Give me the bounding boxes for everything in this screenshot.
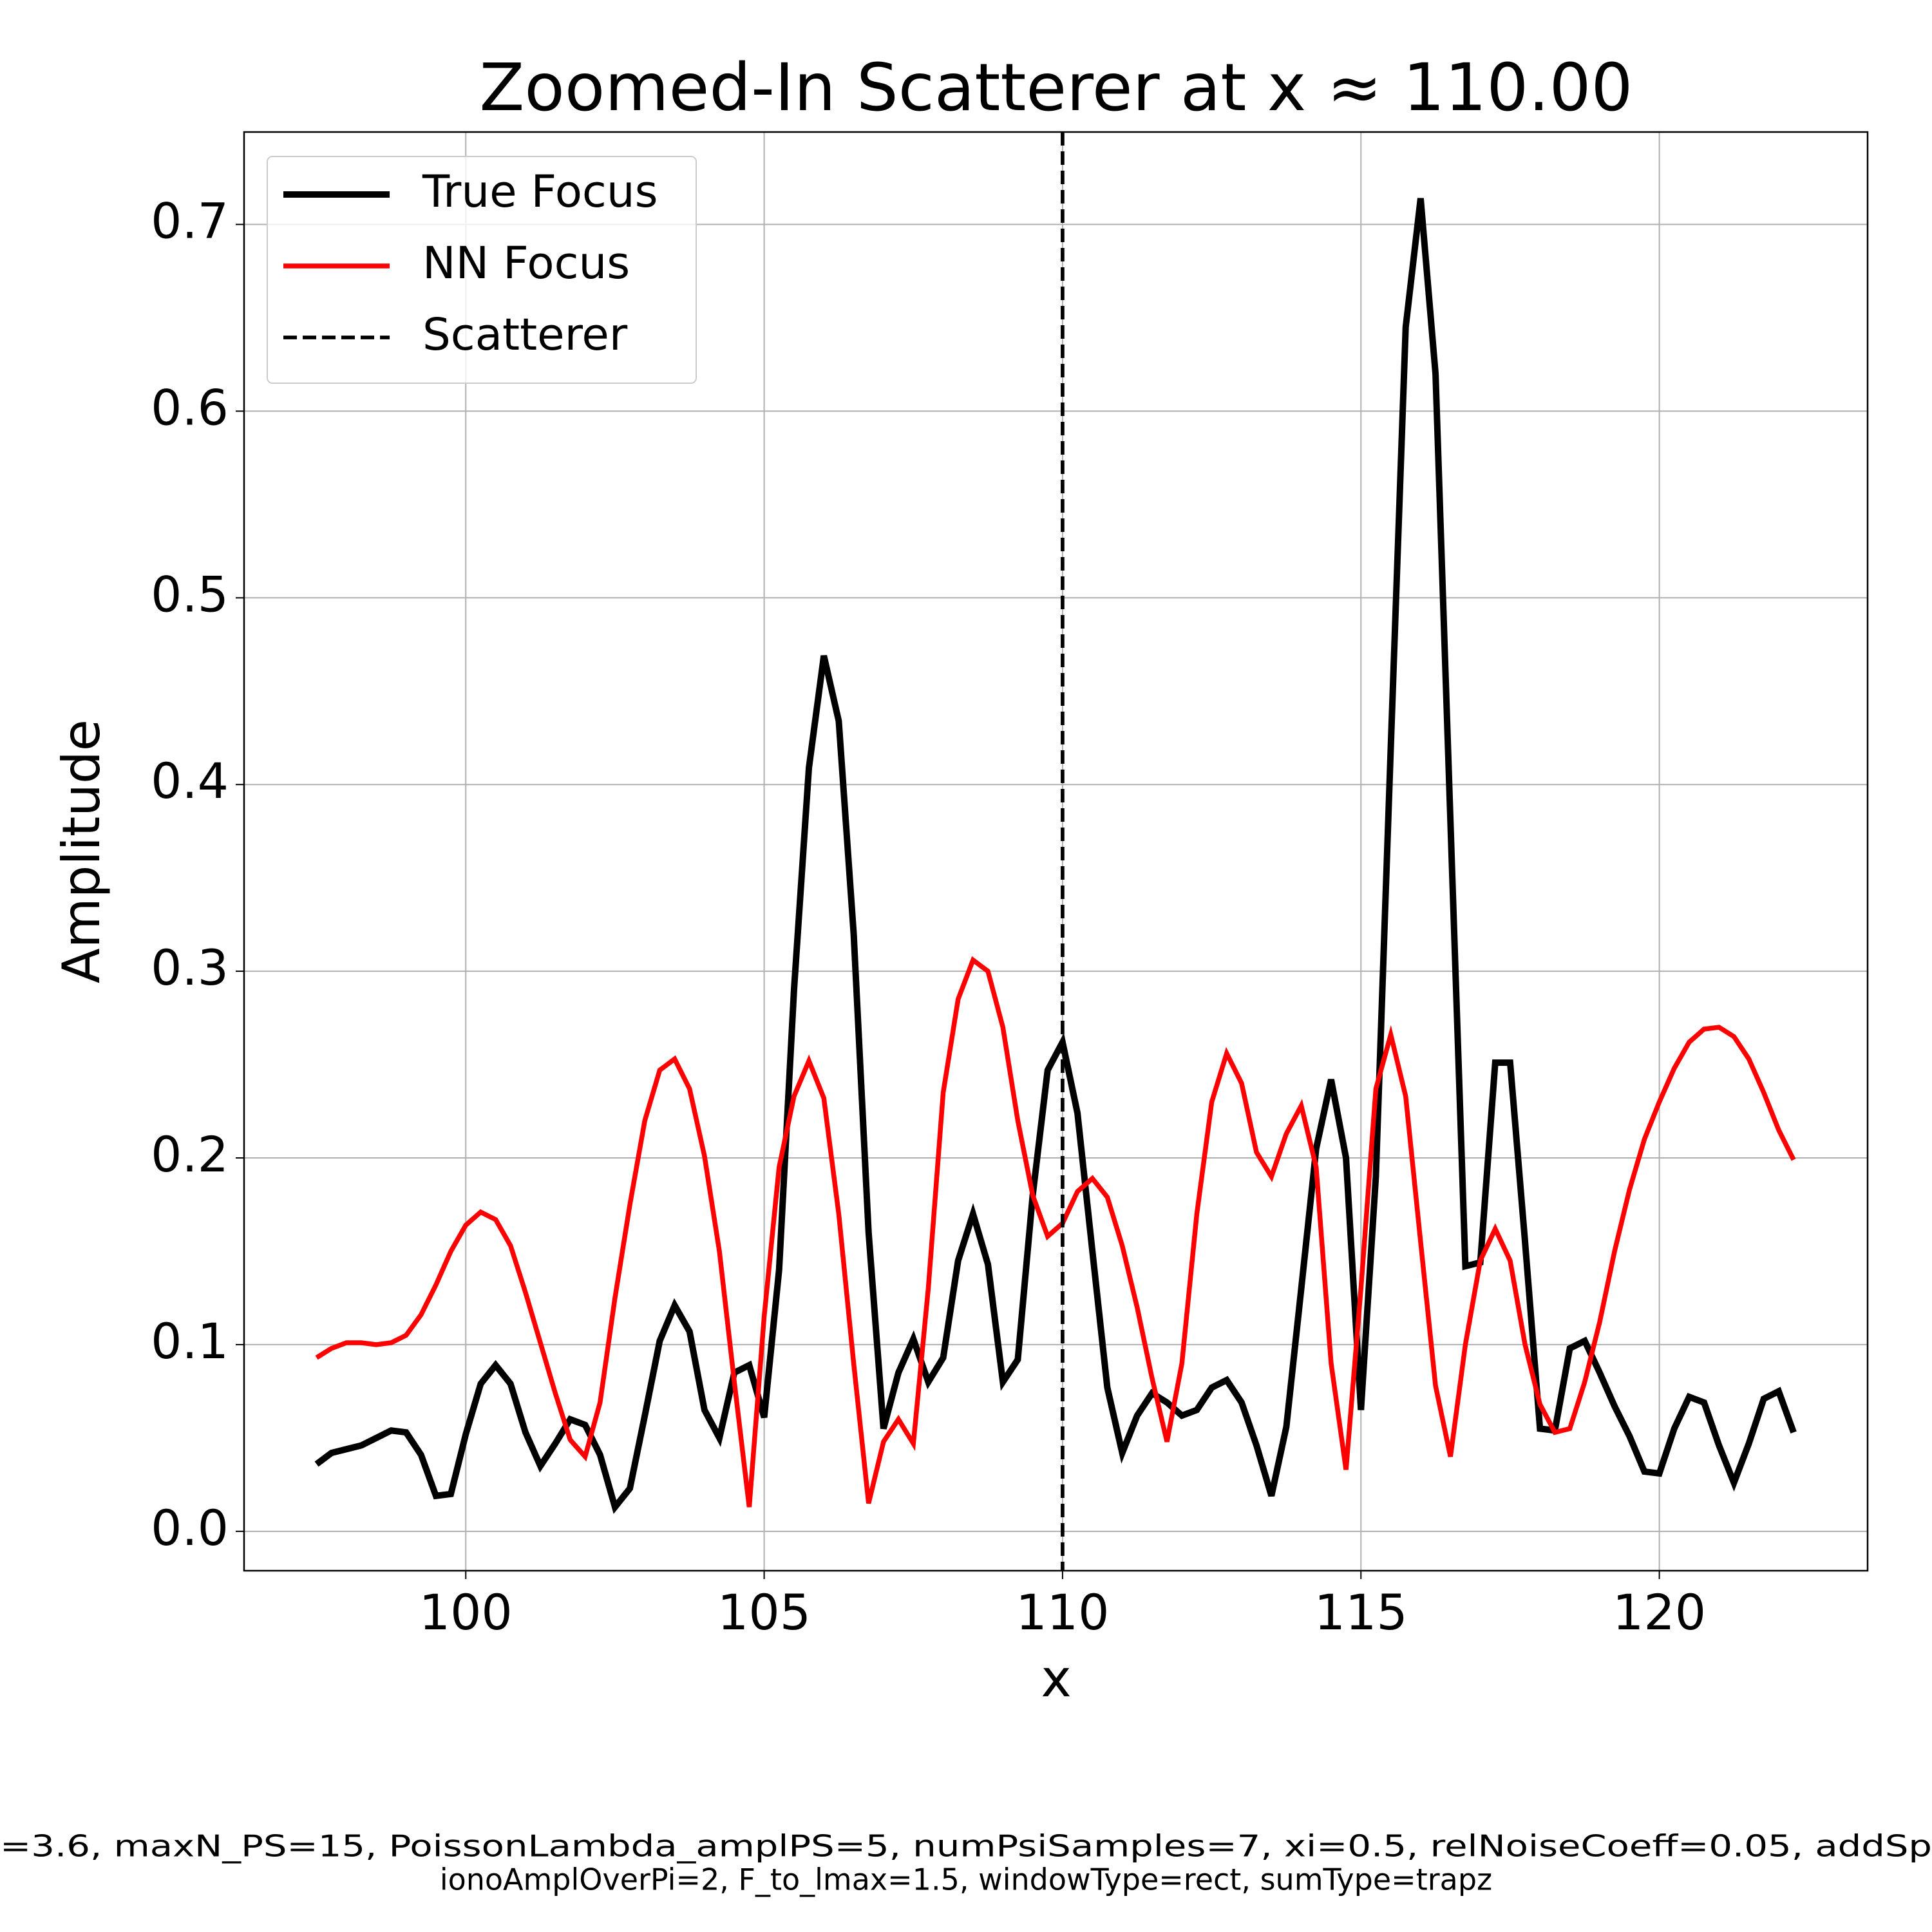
y-tick-label: 0.6 [151, 379, 229, 436]
footer-line: =3.6, maxN_PS=15, PoissonLambda_amplPS=5… [0, 1829, 1932, 1864]
x-tick-label: 120 [1613, 1584, 1706, 1641]
y-tick-label: 0.7 [151, 192, 229, 249]
x-axis-label: x [1041, 1649, 1071, 1709]
legend-label: NN Focus [422, 238, 630, 289]
y-tick-label: 0.0 [151, 1499, 229, 1557]
legend-box [267, 156, 697, 384]
legend-label: Scatterer [422, 309, 628, 361]
x-tick-label: 110 [1016, 1584, 1109, 1641]
y-tick-label: 0.4 [151, 752, 229, 810]
x-tick-label: 100 [419, 1584, 513, 1641]
y-axis-label: Amplitude [52, 719, 111, 983]
footer-line: ionoAmplOverPi=2, F_to_lmax=1.5, windowT… [440, 1862, 1492, 1897]
y-tick-label: 0.2 [151, 1126, 229, 1183]
series-line [315, 956, 1796, 1508]
series-line [314, 198, 1797, 1514]
plot-frame [243, 131, 1869, 1572]
legend-label: True Focus [422, 166, 658, 218]
y-tick-label: 0.5 [151, 565, 229, 623]
x-tick-label: 105 [717, 1584, 811, 1641]
y-tick-label: 0.3 [151, 939, 229, 996]
x-tick-label: 115 [1314, 1584, 1408, 1641]
y-tick-label: 0.1 [151, 1312, 229, 1370]
chart-title: Zoomed-In Scatterer at x ≈ 110.00 [480, 50, 1633, 126]
